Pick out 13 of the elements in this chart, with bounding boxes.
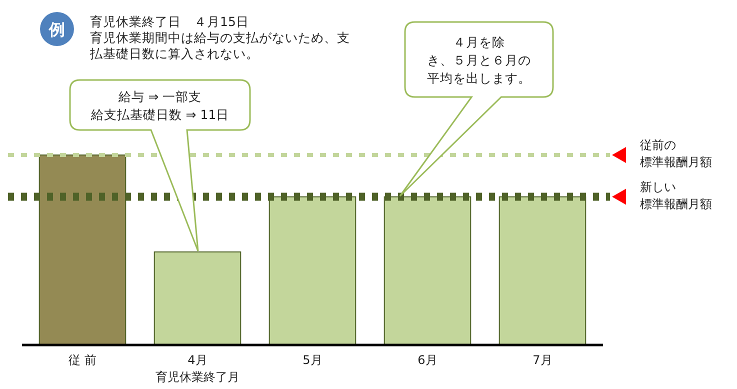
text: 育児休業期間中は給与の支払がないため、支払基礎日数に算入されない。 — [89, 30, 350, 61]
text: 給与 ⇒ 一部支給支払基礎日数 ⇒ 11日 — [90, 89, 230, 122]
x-tick-label: 5月 — [302, 353, 322, 367]
text: ４月を除き、５月と６月の平均を出します。 — [427, 34, 531, 86]
chart-title: 例 — [48, 20, 65, 39]
x-tick-label: 従 前 — [68, 353, 96, 367]
text: 育児休業終了月 — [156, 370, 240, 384]
ref-line-label: 新しい標準報酬月額 — [640, 180, 712, 211]
chart-subtitle: 育児休業終了日 ４月15日 — [90, 14, 249, 29]
x-tick-label: 6月 — [418, 353, 438, 367]
x-tick-label: 4月 — [188, 353, 208, 367]
x-tick-label: 7月 — [532, 353, 552, 367]
ref-line-label: 従前の標準報酬月額 — [640, 138, 712, 169]
